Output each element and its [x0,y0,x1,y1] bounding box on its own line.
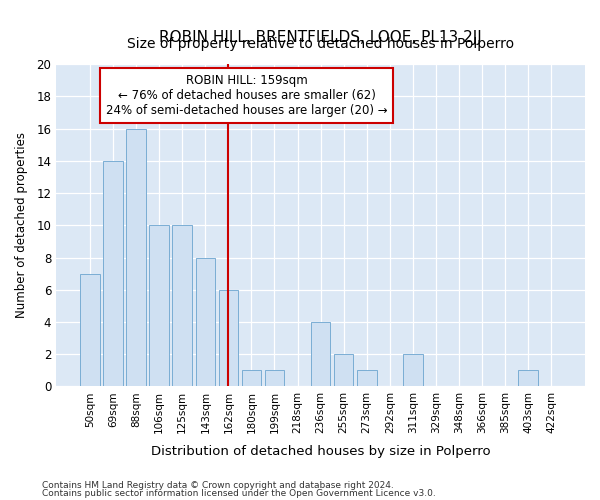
Bar [218,290,238,386]
Y-axis label: Number of detached properties: Number of detached properties [15,132,28,318]
Bar [311,322,331,386]
Bar [357,370,377,386]
Text: Contains HM Land Registry data © Crown copyright and database right 2024.: Contains HM Land Registry data © Crown c… [42,480,394,490]
Bar [242,370,261,386]
Text: ROBIN HILL: 159sqm
← 76% of detached houses are smaller (62)
24% of semi-detache: ROBIN HILL: 159sqm ← 76% of detached hou… [106,74,388,117]
Text: Size of property relative to detached houses in Polperro: Size of property relative to detached ho… [127,38,514,52]
Text: Contains public sector information licensed under the Open Government Licence v3: Contains public sector information licen… [42,489,436,498]
Bar [265,370,284,386]
X-axis label: Distribution of detached houses by size in Polperro: Distribution of detached houses by size … [151,444,490,458]
Bar [149,226,169,386]
Bar [127,128,146,386]
Bar [172,226,192,386]
Bar [80,274,100,386]
Bar [196,258,215,386]
Title: ROBIN HILL, BRENTFIELDS, LOOE, PL13 2JJ: ROBIN HILL, BRENTFIELDS, LOOE, PL13 2JJ [159,30,482,45]
Bar [403,354,422,386]
Bar [518,370,538,386]
Bar [334,354,353,386]
Bar [103,161,123,386]
